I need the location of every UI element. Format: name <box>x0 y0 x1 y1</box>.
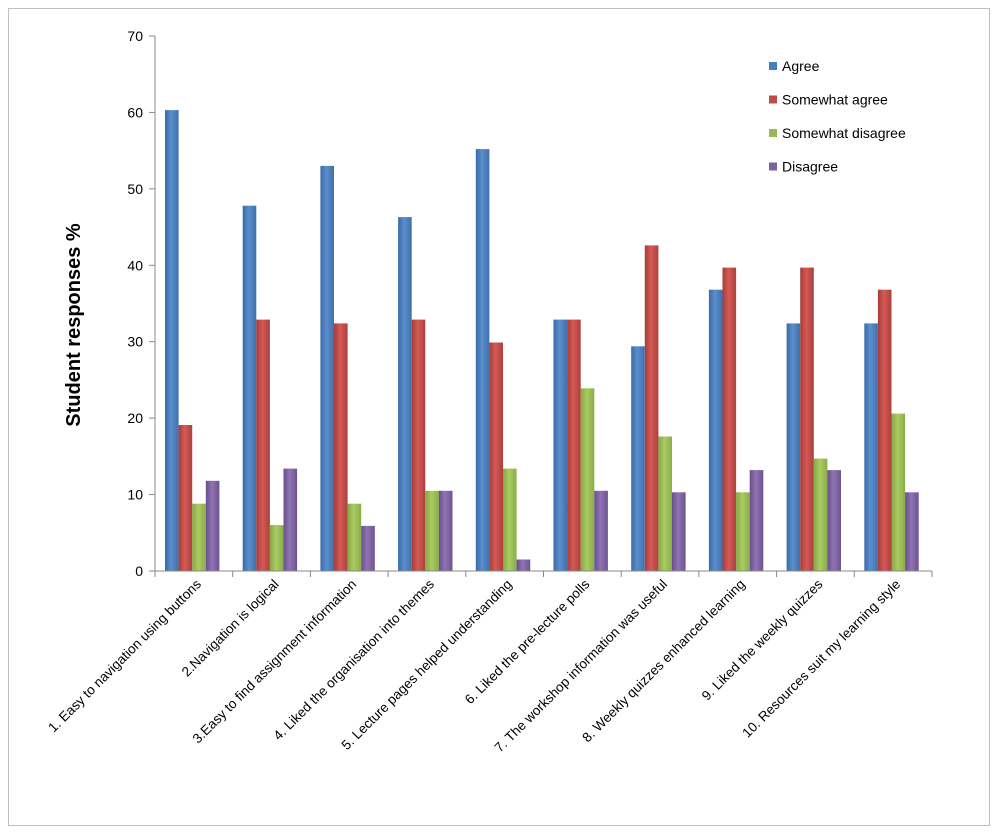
bar-disagree-10 <box>905 492 919 571</box>
category-label-6: 6. Liked the pre-lecture polls <box>462 576 593 707</box>
bar-somewhat-agree-9 <box>800 267 814 571</box>
bar-disagree-1 <box>205 480 220 571</box>
bar-somewhat-agree-2 <box>256 319 270 571</box>
bar-agree-1 <box>165 110 179 571</box>
bar-somewhat-disagree-1 <box>192 503 206 571</box>
category-label-5: 5. Lecture pages helped understanding <box>339 577 515 753</box>
bar-disagree-4 <box>438 490 453 572</box>
bar-somewhat-disagree-9 <box>813 458 828 571</box>
y-tick-label: 60 <box>127 104 143 120</box>
bar-disagree-8 <box>749 470 764 571</box>
bar-somewhat-agree-4 <box>411 319 426 571</box>
bar-somewhat-disagree-7 <box>658 436 672 571</box>
bars-layer <box>165 110 919 572</box>
category-label-1: 1. Easy to navigation using buttons <box>45 576 204 735</box>
bar-agree-6 <box>553 319 568 571</box>
bar-somewhat-agree-7 <box>644 245 659 571</box>
legend-label-3: Somewhat disagree <box>782 125 906 141</box>
y-tick-label: 30 <box>127 334 143 350</box>
bar-disagree-5 <box>516 559 531 571</box>
category-label-4: 4. Liked the organisation into themes <box>270 576 437 743</box>
bar-agree-5 <box>475 149 490 571</box>
legend: Agree Somewhat agree Somewhat disagree Disa… <box>769 58 906 175</box>
bar-agree-2 <box>242 205 257 571</box>
bar-disagree-9 <box>827 470 841 571</box>
y-axis-label: Student responses % <box>63 223 85 427</box>
y-tick-label: 10 <box>127 487 143 503</box>
bar-agree-9 <box>786 323 801 571</box>
category-label-10: 10. Resources suit my learning style <box>739 577 903 741</box>
legend-label-4: Disagree <box>782 159 838 175</box>
y-tick-label: 40 <box>127 257 143 273</box>
bar-somewhat-agree-6 <box>567 319 581 571</box>
bar-agree-7 <box>631 346 645 571</box>
legend-swatch-2 <box>769 95 777 104</box>
category-label-8: 8. Weekly quizzes enhanced learning <box>579 577 748 746</box>
legend-label-2: Somewhat agree <box>782 92 888 108</box>
bar-agree-4 <box>398 217 412 571</box>
bar-agree-3 <box>320 165 334 571</box>
y-tick-label: 20 <box>127 410 143 426</box>
bar-disagree-6 <box>594 490 608 572</box>
bar-somewhat-agree-8 <box>722 267 737 571</box>
category-label-7: 7. The workshop information was useful <box>492 577 671 756</box>
bar-somewhat-agree-10 <box>877 289 892 571</box>
bar-somewhat-agree-3 <box>334 323 348 571</box>
legend-swatch-3 <box>769 129 777 137</box>
bar-somewhat-disagree-2 <box>269 525 284 571</box>
legend-swatch-4 <box>769 162 777 171</box>
bar-somewhat-disagree-10 <box>891 413 906 571</box>
legend-label-1: Agree <box>782 58 820 74</box>
bar-somewhat-agree-5 <box>489 342 503 571</box>
bar-disagree-3 <box>361 525 375 571</box>
legend-swatch-1 <box>769 62 777 70</box>
bar-agree-10 <box>864 323 878 571</box>
bar-somewhat-disagree-6 <box>580 388 595 571</box>
bar-agree-8 <box>708 289 723 571</box>
y-tick-label: 70 <box>127 28 143 44</box>
bar-somewhat-disagree-5 <box>503 468 517 571</box>
category-label-3: 3.Easy to find assignment information <box>190 577 360 747</box>
bar-disagree-7 <box>672 492 686 571</box>
bar-somewhat-disagree-4 <box>425 490 439 572</box>
bar-somewhat-disagree-8 <box>736 492 750 571</box>
bar-somewhat-disagree-3 <box>347 503 362 571</box>
y-tick-label: 50 <box>127 181 143 197</box>
bar-disagree-2 <box>283 468 298 571</box>
y-tick-label: 0 <box>135 563 143 579</box>
bar-somewhat-agree-1 <box>178 425 193 571</box>
